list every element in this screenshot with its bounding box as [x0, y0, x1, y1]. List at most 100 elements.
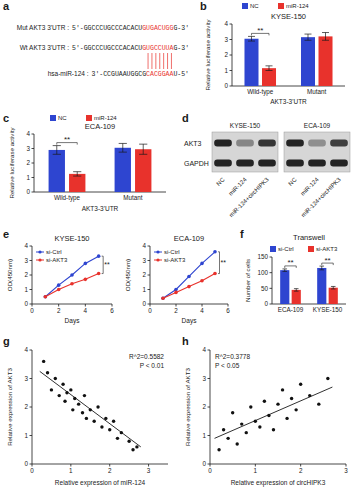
x-tick-label: 0 [148, 307, 152, 314]
y-tick-label: 0 [224, 82, 228, 89]
x-tick-label: 1 [69, 467, 73, 474]
x-tick-label: KYSE-150 [313, 306, 343, 313]
point [46, 371, 49, 374]
chart-title: KYSE-150 [271, 12, 306, 21]
sequence-label: Mut AKT3 3'UTR : [17, 24, 69, 31]
stat-label: P < 0.01 [140, 362, 165, 369]
point [135, 445, 138, 448]
significance-label: ** [64, 135, 70, 144]
legend-label: miR-124 [94, 115, 117, 121]
error-line [269, 66, 270, 71]
error-cap [139, 154, 147, 155]
legend-swatch [86, 115, 92, 121]
point [54, 377, 57, 380]
y-tick [230, 39, 233, 40]
error-line [325, 33, 326, 41]
y-axis-label: OD(450nm) [124, 259, 131, 291]
significance-label: ** [287, 258, 293, 267]
y-tick-label: 2 [202, 403, 206, 410]
point [222, 428, 225, 431]
y-tick [32, 192, 35, 193]
plot-area [49, 143, 152, 192]
sequence-part: CACGGAA [146, 71, 173, 78]
legend-swatch [50, 115, 56, 121]
bar [115, 148, 131, 192]
trend-line [215, 387, 333, 438]
point [326, 377, 329, 380]
y-tick [148, 275, 151, 276]
legend-swatch [242, 3, 248, 9]
legend-marker [38, 250, 41, 253]
y-tick [208, 407, 211, 408]
error-cap [53, 154, 61, 155]
y-tick [270, 272, 273, 273]
point [258, 425, 261, 428]
x-axis-label: AKT3-3'UTR [82, 205, 119, 212]
y-tick-label: 4 [24, 346, 28, 353]
line [163, 252, 215, 298]
y-tick-label: 0 [24, 300, 28, 307]
lane-label: NC [287, 176, 298, 187]
error-cap [331, 286, 336, 287]
bar [317, 268, 326, 304]
point [267, 414, 270, 417]
point [58, 394, 61, 397]
y-tick-label: 2 [24, 403, 28, 410]
sequence: 5'-GGCCCUGCCCACACUGUGCCUUAG-3' [72, 45, 189, 52]
y-tick-label: 3 [224, 36, 228, 43]
point [254, 420, 257, 423]
y-tick-label: 4 [142, 242, 146, 249]
point [276, 402, 279, 405]
panel-label: b [200, 0, 207, 12]
marker [97, 254, 101, 258]
y-tick-label: 150 [257, 253, 268, 260]
y-tick [208, 350, 211, 351]
bar [301, 37, 315, 86]
x-tick-label: 0 [30, 467, 34, 474]
band [214, 160, 232, 167]
y-tick [270, 288, 273, 289]
marker [161, 296, 165, 300]
y-tick-label: 4 [26, 130, 30, 137]
point [73, 397, 76, 400]
y-axis-label: Relative expression of AKT3 [184, 368, 191, 446]
band [236, 160, 254, 167]
error-line [307, 34, 308, 40]
point [231, 411, 234, 414]
plot-area [44, 254, 101, 298]
x-tick-label: 1 [254, 467, 258, 474]
marker [187, 275, 191, 279]
panel-label: e [3, 228, 9, 240]
x-tick-label: Wild-type [54, 194, 81, 202]
bar [280, 270, 289, 304]
y-tick [230, 55, 233, 56]
y-tick [208, 378, 211, 379]
y-tick-label: 4 [24, 242, 28, 249]
legend-label: si-Ctrl [164, 249, 180, 255]
pairing-line [148, 53, 149, 69]
y-tick [30, 289, 33, 290]
error-bar [322, 33, 329, 41]
y-tick [30, 246, 33, 247]
error-bar [53, 146, 61, 155]
marker [187, 285, 191, 289]
panel-label: f [240, 228, 244, 240]
x-axis [32, 464, 168, 465]
error-cap [304, 40, 311, 41]
point [77, 402, 80, 405]
marker [213, 272, 217, 276]
error-bar [73, 172, 81, 176]
point [281, 388, 284, 391]
point [263, 400, 266, 403]
point [104, 417, 107, 420]
error-line [143, 144, 144, 154]
plot-area [244, 33, 332, 86]
sequence-label: Wt AKT3 3'UTR : [20, 44, 69, 51]
point [240, 422, 243, 425]
marker [200, 262, 204, 266]
panel-label: d [182, 112, 189, 124]
marker [44, 295, 48, 299]
blot-membrane [212, 132, 278, 172]
significance-bracket [102, 256, 104, 273]
marker [84, 278, 88, 282]
